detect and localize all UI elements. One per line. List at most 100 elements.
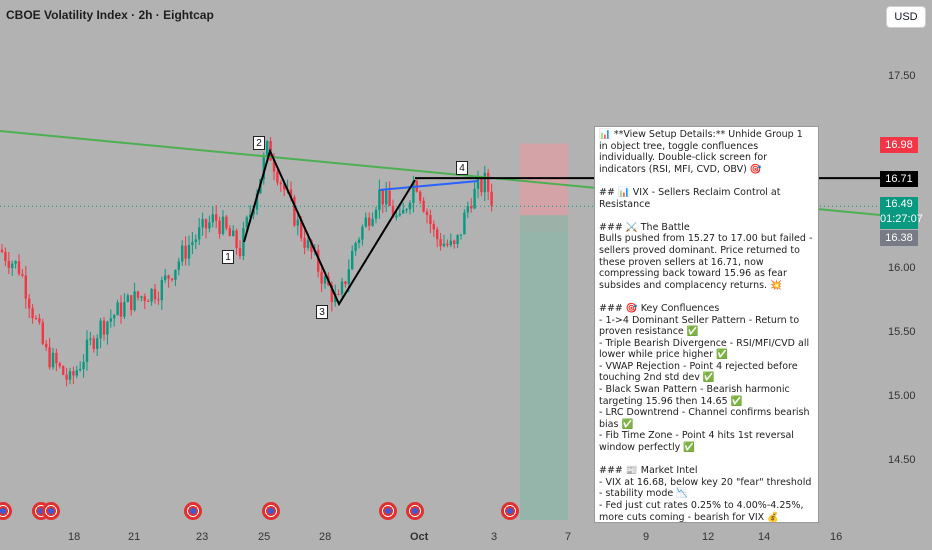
- candle-body: [262, 157, 265, 180]
- candle-body: [208, 222, 211, 229]
- candle-body: [194, 239, 197, 242]
- candle-body: [425, 211, 429, 215]
- candle-body: [24, 275, 27, 299]
- candle-body: [456, 235, 459, 245]
- take-profit-zone: [520, 215, 568, 521]
- candle-body: [225, 216, 228, 229]
- x-tick-oct: Oct: [410, 531, 429, 543]
- candle-body: [238, 248, 242, 256]
- candle-body: [17, 261, 21, 275]
- candle-body: [204, 219, 208, 229]
- note-line: - Triple Bearish Divergence - RSI/MFI/CV…: [599, 337, 810, 361]
- candle-body: [177, 261, 180, 270]
- candle-body: [228, 228, 231, 237]
- candle-body: [476, 178, 480, 189]
- candle-body: [0, 249, 4, 252]
- candle-body: [123, 302, 126, 317]
- candle-body: [439, 239, 442, 247]
- candle-body: [130, 295, 133, 311]
- candle-body: [442, 243, 446, 247]
- candle-body: [235, 230, 238, 249]
- candle-body: [378, 189, 381, 210]
- wave-label-1[interactable]: 1: [222, 250, 234, 264]
- wave-label-4[interactable]: 4: [456, 161, 468, 175]
- candle-body: [340, 281, 344, 295]
- us-flag-event-icon[interactable]: [42, 502, 60, 520]
- candle-body: [191, 241, 194, 245]
- us-flag-event-icon[interactable]: [501, 502, 519, 520]
- note-line: ### ⚔️ The Battle: [599, 221, 690, 233]
- currency-button[interactable]: USD: [886, 6, 926, 28]
- candle-body: [320, 271, 323, 284]
- candle-body: [232, 230, 235, 237]
- note-line: ### 🎯 Key Confluences: [599, 302, 720, 314]
- candle-body: [102, 320, 106, 335]
- setup-notes-textbox[interactable]: 📊 **View Setup Details:** Unhide Group 1…: [594, 126, 819, 523]
- candle-body: [249, 214, 252, 218]
- candle-body: [344, 281, 347, 285]
- candle-body: [164, 275, 167, 281]
- candle-body: [7, 260, 10, 268]
- us-flag-event-icon[interactable]: [406, 502, 424, 520]
- note-line: ## 📊 VIX - Sellers Reclaim Control at Re…: [599, 186, 781, 210]
- candle-body: [106, 321, 109, 335]
- low-price-tag: 16.38: [880, 230, 918, 246]
- candle-body: [4, 251, 7, 261]
- candle-body: [296, 219, 299, 226]
- candle-body: [99, 320, 102, 339]
- candle-body: [21, 274, 24, 276]
- candle-body: [357, 239, 361, 244]
- candle-body: [303, 238, 306, 248]
- candle-body: [75, 370, 78, 376]
- candle-body: [436, 229, 439, 240]
- candle-body: [31, 308, 34, 319]
- candle-body: [150, 288, 153, 302]
- us-flag-event-icon[interactable]: [379, 502, 397, 520]
- candle-body: [463, 212, 466, 235]
- last-price-value: 16.49: [885, 198, 913, 210]
- us-flag-event-icon[interactable]: [184, 502, 202, 520]
- candle-body: [459, 234, 463, 236]
- candle-body: [38, 318, 41, 323]
- candle-body: [490, 191, 493, 206]
- wave-label-3[interactable]: 3: [316, 305, 328, 319]
- us-flag-event-icon[interactable]: [262, 502, 280, 520]
- note-line: ### 📰 Market Intel: [599, 465, 698, 477]
- note-line: Bulls pushed from 15.27 to 17.00 but fai…: [599, 233, 813, 291]
- candle-body: [405, 209, 408, 211]
- candle-body: [374, 209, 378, 219]
- candle-body: [255, 193, 259, 210]
- candle-body: [211, 214, 214, 223]
- candle-body: [279, 182, 282, 185]
- candle-body: [408, 202, 412, 210]
- candle-body: [381, 189, 384, 205]
- compression-line: [379, 180, 479, 191]
- candle-body: [89, 338, 92, 340]
- candle-body: [480, 178, 483, 193]
- candle-body: [398, 213, 401, 216]
- resistance-price-tag: 16.71: [880, 171, 918, 187]
- candle-body: [368, 217, 371, 226]
- candle-body: [34, 318, 38, 320]
- candle-body: [351, 250, 354, 270]
- candle-body: [419, 191, 422, 201]
- candle-body: [201, 219, 204, 228]
- candle-body: [157, 299, 160, 301]
- x-tick-7: 7: [565, 531, 572, 543]
- candle-body: [58, 363, 61, 367]
- candle-body: [48, 347, 51, 368]
- x-tick-9: 9: [643, 531, 650, 543]
- candle-body: [391, 205, 395, 218]
- candle-body: [116, 302, 119, 316]
- candle-body: [293, 196, 296, 226]
- candle-body: [184, 245, 187, 259]
- candle-body: [422, 200, 425, 212]
- note-line: - VWAP Rejection - Point 4 rejected befo…: [599, 360, 798, 384]
- candle-body: [446, 243, 449, 246]
- wave-label-2[interactable]: 2: [253, 136, 265, 150]
- wave-path: [243, 148, 416, 307]
- candle-body: [323, 276, 327, 284]
- candle-body: [68, 371, 72, 380]
- candle-body: [487, 172, 490, 192]
